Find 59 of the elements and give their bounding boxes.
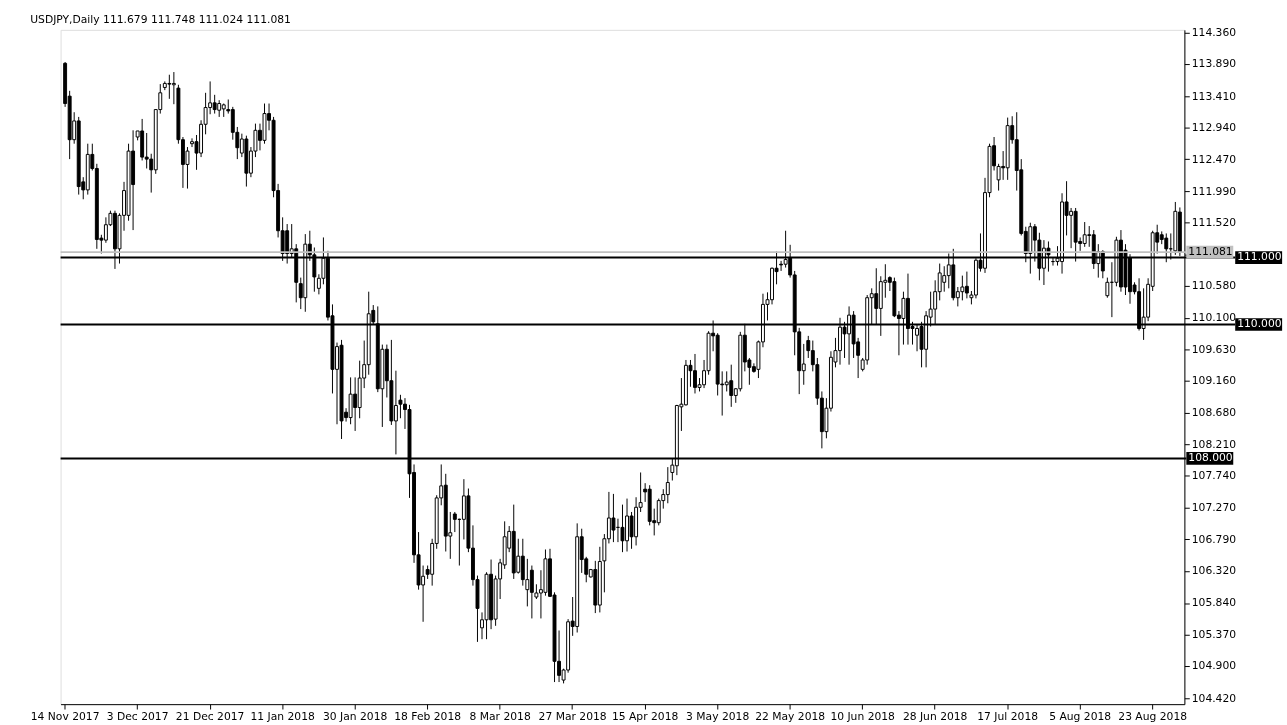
candlestick [611, 493, 616, 543]
candlestick [656, 498, 661, 526]
x-tick-label: 11 Jan 2018 [250, 710, 315, 724]
chart-title: USDJPY,Daily 111.679 111.748 111.024 111.081 [30, 12, 291, 26]
x-tick-label: 21 Dec 2017 [175, 710, 245, 724]
x-tick-label: 3 May 2018 [686, 710, 750, 724]
y-tick-label: 109.160 [1191, 374, 1237, 388]
candlestick [452, 511, 457, 533]
candlestick [212, 94, 217, 115]
candlestick [724, 370, 729, 392]
y-tick-label: 107.270 [1191, 500, 1237, 514]
y-tick-label: 112.470 [1191, 152, 1237, 166]
x-tick-label: 8 Mar 2018 [469, 710, 531, 724]
candlestick [620, 504, 625, 553]
ref-line-label: 111.081 [1188, 245, 1233, 259]
y-tick-label: 107.740 [1191, 469, 1237, 483]
ref-line-label: 111.000 [1237, 250, 1282, 264]
candlestick [167, 74, 172, 100]
x-tick-label: 17 Jul 2018 [977, 710, 1039, 724]
y-tick-label: 109.630 [1191, 342, 1237, 356]
y-tick-label: 113.410 [1191, 89, 1237, 103]
y-tick-label: 113.890 [1191, 57, 1237, 71]
x-tick-label: 5 Aug 2018 [1049, 710, 1112, 724]
ref-line-label: 108.000 [1188, 451, 1233, 465]
candlestick [144, 132, 149, 169]
candlestick [960, 275, 965, 301]
y-tick-label: 106.320 [1191, 564, 1237, 578]
candlestick [629, 511, 634, 550]
x-tick-label: 23 Aug 2018 [1118, 710, 1188, 724]
x-tick-label: 22 May 2018 [755, 710, 826, 724]
y-tick-label: 105.370 [1191, 627, 1237, 641]
x-tick-label: 14 Nov 2017 [30, 710, 100, 724]
candlestick [525, 558, 530, 607]
y-tick-label: 110.580 [1191, 279, 1237, 293]
x-tick-label: 27 Mar 2018 [538, 710, 607, 724]
candlestick [942, 265, 947, 293]
ref-line-label: 110.000 [1237, 317, 1282, 331]
x-tick-label: 28 Jun 2018 [902, 710, 968, 724]
x-tick-label: 15 Apr 2018 [611, 710, 679, 724]
y-tick-label: 106.790 [1191, 532, 1237, 546]
y-tick-label: 111.990 [1191, 184, 1237, 198]
y-tick-label: 111.520 [1191, 216, 1237, 230]
candlestick [520, 538, 525, 587]
x-tick-label: 10 Jun 2018 [830, 710, 896, 724]
candlestick [1082, 221, 1087, 248]
x-tick-label: 3 Dec 2017 [106, 710, 169, 724]
candlestick [665, 466, 670, 504]
candlestick [729, 364, 734, 408]
candlestick [1105, 277, 1110, 299]
y-tick-label: 104.900 [1191, 659, 1237, 673]
y-tick-label: 108.680 [1191, 406, 1237, 420]
y-tick-label: 108.210 [1191, 437, 1237, 451]
x-tick-label: 18 Feb 2018 [394, 710, 462, 724]
y-tick-label: 114.360 [1191, 25, 1237, 39]
y-tick-label: 112.940 [1191, 121, 1237, 135]
y-tick-label: 110.100 [1191, 311, 1237, 325]
y-tick-label: 105.840 [1191, 596, 1237, 610]
y-tick-label: 104.420 [1191, 691, 1237, 705]
x-tick-label: 30 Jan 2018 [322, 710, 388, 724]
